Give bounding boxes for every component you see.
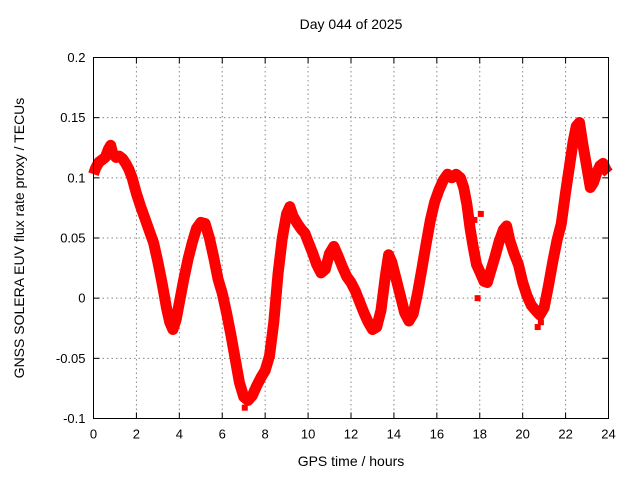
data-point-outlier — [471, 216, 478, 223]
x-tick-label: 2 — [133, 427, 140, 442]
data-point-outlier — [241, 404, 248, 411]
x-tick-label: 16 — [430, 427, 444, 442]
data-point-outlier — [474, 295, 481, 302]
y-tick-label: 0.1 — [67, 170, 85, 185]
x-tick-label: 10 — [301, 427, 315, 442]
data-series — [88, 117, 613, 406]
data-point-outlier — [537, 319, 544, 326]
x-tick-label: 0 — [90, 427, 97, 442]
x-tick-label: 20 — [515, 427, 529, 442]
data-point-outlier — [534, 324, 541, 331]
y-tick-label: 0 — [78, 291, 85, 306]
y-tick-label: 0.15 — [60, 110, 85, 125]
data-point-outlier — [477, 210, 484, 217]
x-tick-label: 8 — [262, 427, 269, 442]
x-tick-label: 22 — [558, 427, 572, 442]
y-tick-label: -0.1 — [63, 411, 85, 426]
chart-title: Day 044 of 2025 — [299, 16, 403, 32]
x-tick-label: 14 — [387, 427, 401, 442]
x-axis-label: GPS time / hours — [297, 453, 405, 469]
x-tick-label: 4 — [176, 427, 183, 442]
x-tick-label: 12 — [344, 427, 358, 442]
y-axis-label: GNSS SOLERA EUV flux rate proxy / TECUs — [11, 97, 27, 379]
x-tick-label: 24 — [601, 427, 615, 442]
x-tick-label: 6 — [219, 427, 226, 442]
y-tick-label: -0.05 — [56, 351, 86, 366]
x-tick-label: 18 — [473, 427, 487, 442]
y-tick-label: 0.2 — [67, 50, 85, 65]
y-tick-label: 0.05 — [60, 231, 85, 246]
